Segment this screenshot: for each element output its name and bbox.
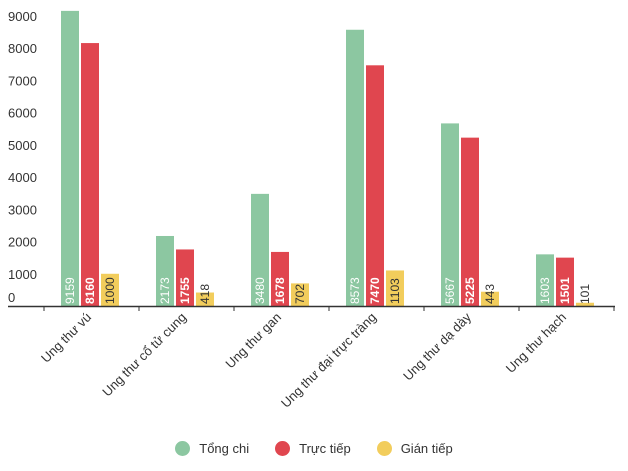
bar [556, 257, 574, 306]
data-label: 8160 [83, 277, 97, 304]
category-label: Ung thư cổ tử cung [99, 310, 189, 400]
category-label: Ung thư gan [222, 310, 284, 372]
legend-item[interactable]: Trực tiếp [275, 441, 351, 456]
data-label: 3480 [253, 277, 267, 304]
bar [461, 137, 479, 306]
bar [81, 43, 99, 307]
legend: Tổng chi Trực tiếp Gián tiếp [0, 441, 628, 456]
y-tick-label: 7000 [8, 73, 37, 88]
bar [291, 283, 309, 306]
data-label: 8573 [348, 277, 362, 304]
bar [176, 249, 194, 306]
bar [251, 193, 269, 306]
data-label: 1678 [273, 277, 287, 304]
legend-label: Gián tiếp [400, 441, 453, 456]
bar [196, 292, 214, 306]
y-tick-label: 2000 [8, 235, 37, 250]
y-tick-label: 6000 [8, 106, 37, 121]
category-label: Ung thư hạch [503, 310, 569, 376]
y-tick-label: 1000 [8, 267, 37, 282]
y-tick-label: 5000 [8, 138, 37, 153]
y-tick-label: 4000 [8, 170, 37, 185]
legend-label: Trực tiếp [299, 441, 351, 456]
legend-item[interactable]: Tổng chi [175, 441, 249, 456]
data-label: 1501 [558, 277, 572, 304]
bars: 9159 8160 1000 2173 1755 418 3480 1678 702 8573 74… [61, 10, 594, 307]
data-label: 702 [293, 284, 307, 304]
legend-item[interactable]: Gián tiếp [376, 441, 453, 456]
data-label: 5667 [443, 277, 457, 304]
y-tick-label: 8000 [8, 41, 37, 56]
bar [61, 10, 79, 306]
x-axis: Ung thư vú Ung thư cổ tử cung Ung thư ganU… [8, 305, 615, 411]
bar [386, 270, 404, 306]
bar [441, 123, 459, 306]
data-label: 1603 [538, 277, 552, 304]
bar [576, 302, 594, 306]
data-label: 9159 [63, 277, 77, 304]
y-tick-label: 9000 [8, 9, 37, 24]
category-label: Ung thư dạ dày [400, 309, 474, 383]
data-label: 418 [198, 284, 212, 304]
y-axis: 0 1000 2000 3000 4000 5000 6000 7000 8000 9000 [8, 9, 37, 305]
data-label: 1755 [178, 277, 192, 304]
bar [366, 65, 384, 306]
data-label: 2173 [158, 277, 172, 304]
data-label: 1000 [103, 277, 117, 304]
category-label: Ung thư đại trực tràng [278, 310, 379, 411]
category-label: Ung thư vú [38, 310, 94, 366]
bar [271, 251, 289, 306]
data-label: 443 [483, 284, 497, 304]
bar [536, 254, 554, 306]
y-tick-label: 3000 [8, 202, 37, 217]
bar [346, 29, 364, 307]
y-tick-label: 0 [8, 290, 15, 305]
legend-swatch [376, 441, 392, 456]
data-label: 5225 [463, 277, 477, 304]
legend-swatch [175, 441, 191, 456]
bar [481, 291, 499, 306]
data-label: 7470 [368, 277, 382, 304]
data-label: 101 [578, 284, 592, 304]
legend-swatch [275, 441, 291, 456]
legend-label: Tổng chi [199, 441, 250, 456]
data-label: 1103 [388, 278, 402, 304]
bar [156, 235, 174, 306]
bar [101, 273, 119, 306]
